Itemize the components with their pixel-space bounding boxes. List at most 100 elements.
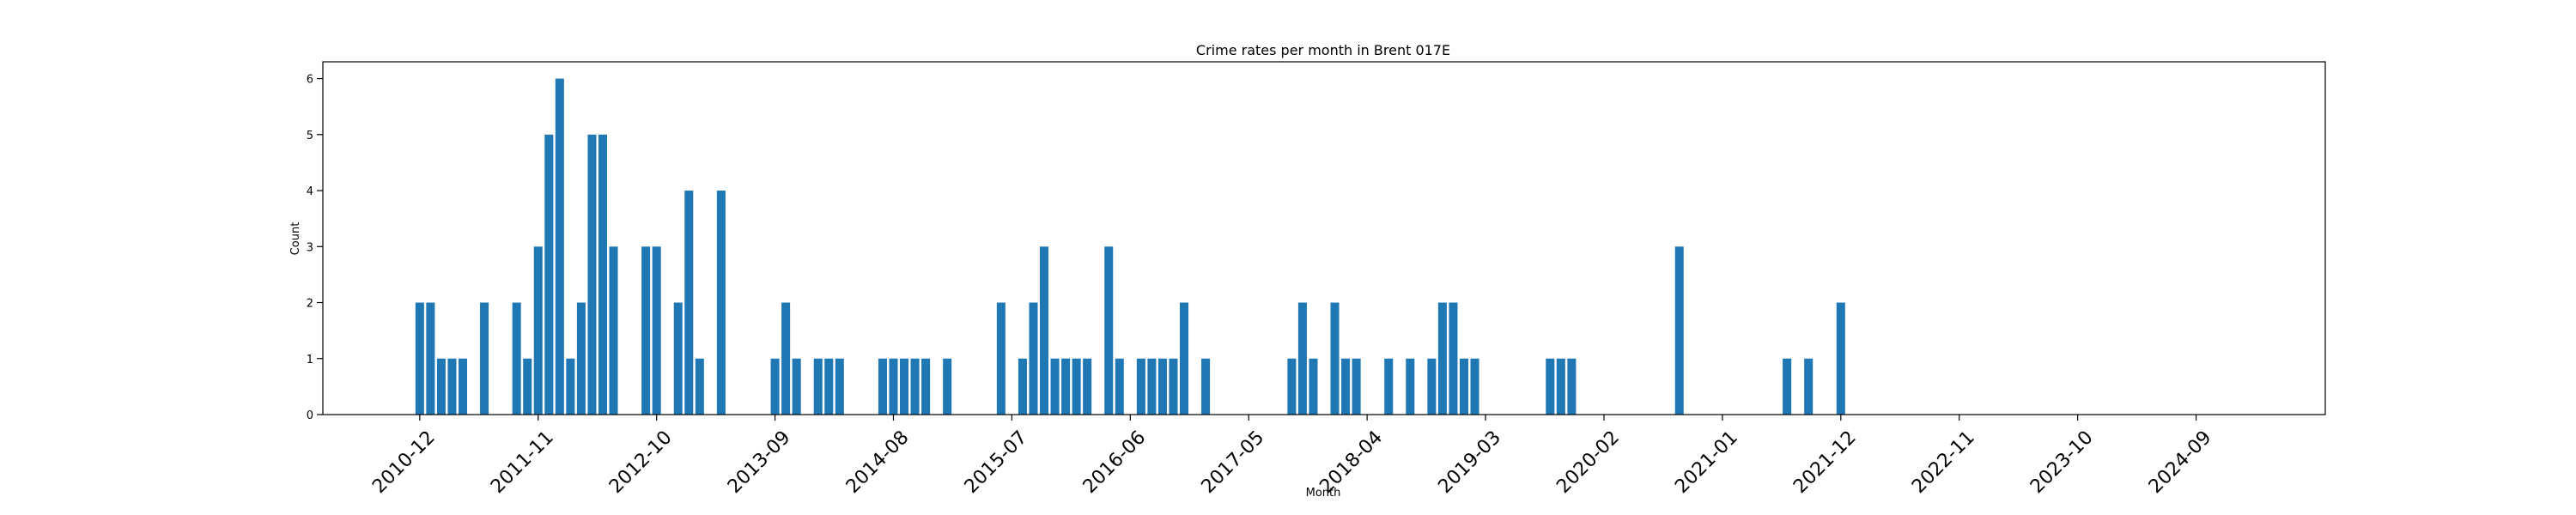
bar-2019-02 [1470,358,1479,415]
x-axis-label: Month [1306,487,1341,500]
bar-2018-12 [1449,302,1458,415]
bar-2011-10 [523,358,532,415]
bar-2011-11 [533,246,543,415]
bar-2014-09 [900,358,909,415]
bar-2011-01 [426,302,435,415]
bar-2011-12 [544,134,554,415]
bar-2011-09 [512,302,521,415]
bar-2014-03 [835,358,844,415]
bar-2020-09 [1674,246,1684,415]
bar-2013-11 [792,358,801,415]
bar-2013-01 [684,191,694,415]
plot-frame [322,61,2326,415]
y-tick-label: 3 [307,241,313,254]
bar-2014-07 [878,358,887,415]
bar-2018-01 [1330,302,1340,415]
bar-2016-09 [1157,358,1167,415]
bar-2021-09 [1804,358,1814,415]
y-tick-label: 0 [307,409,313,422]
bar-2012-02 [566,358,575,415]
bar-2012-04 [587,134,597,415]
bar-2017-11 [1309,358,1318,415]
bar-2015-06 [996,302,1005,415]
bar-2013-02 [695,358,704,415]
bars-group [415,78,1845,415]
x-tick-label: 2023-10 [2026,427,2098,498]
bar-2018-11 [1437,302,1447,415]
bar-2012-06 [609,246,618,415]
x-tick-label: 2013-09 [724,427,795,498]
bar-2014-01 [813,358,823,415]
bar-2021-07 [1783,358,1792,415]
bar-2011-02 [436,358,446,415]
bar-2018-02 [1341,358,1351,415]
bar-2012-03 [576,302,586,415]
bar-2015-08 [1018,358,1027,415]
chart-title: Crime rates per month in Brent 017E [1196,42,1450,58]
bar-2012-01 [555,78,564,415]
x-tick-label: 2024-09 [2145,427,2216,498]
bar-2012-09 [641,246,651,415]
y-tick-label: 2 [307,298,313,311]
bar-2012-10 [652,246,661,415]
bar-2015-01 [943,358,952,415]
bar-2018-03 [1352,358,1361,415]
bar-2012-12 [673,302,683,415]
x-tick-label: 2011-11 [487,427,558,498]
bar-2016-02 [1083,358,1092,415]
bar-2016-07 [1136,358,1145,415]
bar-2014-10 [910,358,920,415]
x-tick-label: 2014-08 [842,427,914,498]
x-tick-label: 2015-07 [961,427,1032,498]
x-tick-label: 2016-06 [1079,427,1151,498]
bar-2010-12 [415,302,424,415]
x-tick-label: 2022-11 [1908,427,1979,498]
bar-2016-10 [1169,358,1178,415]
x-tick-label: 2021-12 [1789,427,1861,498]
x-tick-label: 2020-02 [1552,427,1624,498]
bar-2012-05 [598,134,607,415]
x-tick-label: 2012-10 [605,427,677,498]
bar-2011-03 [447,358,457,415]
x-tick-label: 2017-05 [1198,427,1269,498]
y-tick-label: 6 [307,74,313,87]
bar-2015-12 [1061,358,1071,415]
bar-2015-10 [1040,246,1049,415]
x-tick-label: 2019-03 [1434,427,1505,498]
bar-2017-09 [1287,358,1297,415]
bar-2013-04 [716,191,726,415]
bar-2019-11 [1567,358,1577,415]
y-tick-label: 4 [307,185,313,198]
bar-2016-01 [1072,358,1081,415]
bar-2013-10 [781,302,791,415]
bar-2018-08 [1406,358,1415,415]
bar-2015-09 [1029,302,1038,415]
bar-2016-11 [1180,302,1189,415]
bar-2016-08 [1147,358,1157,415]
bar-2014-11 [921,358,931,415]
bar-2017-01 [1201,358,1211,415]
bar-2019-09 [1546,358,1555,415]
bar-2015-11 [1050,358,1060,415]
bar-2017-10 [1297,302,1307,415]
bar-2021-12 [1836,302,1845,415]
y-axis: 0 1 2 3 4 5 6 [307,74,323,422]
bar-2018-10 [1427,358,1437,415]
y-tick-label: 1 [307,354,313,367]
x-axis: 2010-12 2011-11 2012-10 2013-09 2014-08 2015-… [368,415,2216,498]
x-tick-label: 2021-01 [1671,427,1742,498]
bar-2014-02 [824,358,834,415]
bar-2014-08 [889,358,898,415]
bar-2016-04 [1104,246,1114,415]
x-tick-label: 2010-12 [368,427,440,498]
y-tick-label: 5 [307,130,313,142]
bar-2019-01 [1459,358,1468,415]
bar-2013-09 [770,358,780,415]
bar-2011-04 [458,358,467,415]
bar-2016-05 [1115,358,1124,415]
bar-2018-06 [1384,358,1394,415]
bar-2019-10 [1556,358,1565,415]
bar-2011-06 [480,302,489,415]
y-axis-label: Count [289,222,302,256]
